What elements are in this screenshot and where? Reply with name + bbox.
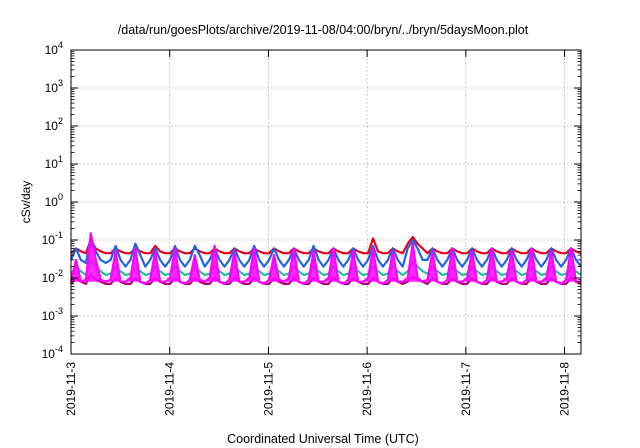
- y-tick-label: 101: [45, 154, 63, 171]
- y-tick-label-exponent: 2: [58, 116, 63, 126]
- y-tick-label-exponent: -4: [55, 344, 63, 354]
- x-axis-label: Coordinated Universal Time (UTC): [227, 432, 419, 446]
- y-tick-label-exponent: 1: [58, 154, 63, 164]
- x-tick-label: 2019-11-5: [261, 362, 275, 416]
- y-tick-label-base: 10: [45, 119, 59, 133]
- y-tick-label-base: 10: [42, 347, 56, 361]
- y-tick-label-exponent: 4: [58, 40, 63, 50]
- series-line: [69, 232, 581, 285]
- y-axis-label: cSv/day: [19, 181, 33, 224]
- y-tick-label-base: 10: [45, 195, 59, 209]
- y-tick-label-base: 10: [42, 233, 56, 247]
- y-tick-label: 103: [45, 78, 63, 95]
- series-line: [70, 235, 582, 255]
- grid: [71, 50, 581, 354]
- y-tick-label-base: 10: [42, 309, 56, 323]
- y-tick-label-exponent: -3: [55, 306, 63, 316]
- y-tick-label-exponent: -2: [55, 268, 63, 278]
- y-tick-label-base: 10: [45, 81, 59, 95]
- y-tick-label: 10-4: [42, 344, 63, 361]
- x-tick-label: 2019-11-4: [163, 362, 177, 416]
- x-tick-label: 2019-11-7: [459, 362, 473, 416]
- x-tick-label: 2019-11-8: [558, 362, 572, 416]
- x-axis: 2019-11-3 2019-11-4 2019-11-5 2019-11-6 2019…: [64, 50, 572, 416]
- y-tick-label-exponent: 0: [58, 192, 63, 202]
- y-tick-label: 100: [45, 192, 63, 209]
- y-tick-label: 102: [45, 116, 63, 133]
- x-tick-label: 2019-11-3: [64, 362, 78, 416]
- y-tick-label-exponent: 3: [58, 78, 63, 88]
- chart-title: /data/run/goesPlots/archive/2019-11-08/0…: [118, 23, 529, 37]
- y-tick-label: 10-2: [42, 268, 63, 285]
- y-tick-label: 10-3: [42, 306, 63, 323]
- series-group: [69, 232, 582, 285]
- y-tick-label: 10-1: [42, 230, 63, 247]
- x-tick-label: 2019-11-6: [360, 362, 374, 416]
- y-tick-label-base: 10: [42, 271, 56, 285]
- y-tick-label-exponent: -1: [55, 230, 63, 240]
- y-tick-label-base: 10: [45, 43, 59, 57]
- series-area: [71, 233, 581, 284]
- y-tick-label-base: 10: [45, 157, 59, 171]
- y-tick-label: 104: [45, 40, 63, 57]
- series-line: [69, 235, 582, 268]
